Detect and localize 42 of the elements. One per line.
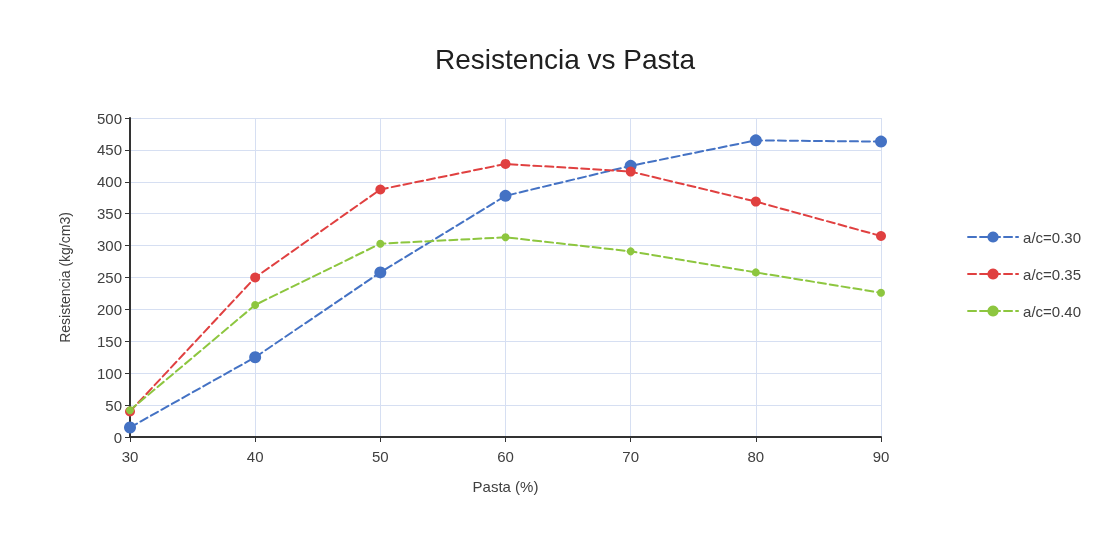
y-tick-label: 200 (96, 300, 122, 318)
y-tick-label: 0 (113, 428, 122, 446)
y-axis-title: Resistencia (kg/cm3) (57, 212, 73, 343)
x-tick-label: 60 (497, 448, 514, 465)
y-tick-label: 150 (96, 332, 122, 350)
point (500, 158, 511, 169)
x-axis-title: Pasta (%) (472, 478, 539, 495)
point (626, 247, 635, 256)
y-tick-label: 50 (105, 396, 122, 414)
x-tick-label: 30 (121, 448, 139, 465)
point (251, 300, 260, 309)
y-tick-label: 350 (96, 205, 122, 223)
y-tick-label: 300 (96, 237, 122, 255)
legend-label: a/c=0.40 (1023, 302, 1081, 320)
point (501, 233, 510, 242)
point (876, 231, 886, 242)
x-tick-label: 80 (747, 448, 765, 465)
point (499, 189, 512, 202)
x-tick-label: 70 (622, 448, 640, 465)
point (124, 421, 136, 434)
x-tick-label: 40 (246, 448, 264, 465)
legend-label: a/c=0.30 (1023, 228, 1081, 246)
point (625, 166, 636, 177)
y-tick-label: 400 (96, 173, 122, 191)
point (749, 134, 762, 147)
y-tick-label: 450 (96, 141, 122, 159)
y-tick-label: 250 (96, 269, 122, 286)
point (877, 288, 885, 297)
point (750, 196, 761, 207)
point (250, 272, 261, 283)
point (249, 351, 262, 364)
point (376, 239, 385, 248)
y-tick-label: 500 (96, 109, 122, 127)
y-tick-label: 100 (96, 364, 122, 382)
point (375, 184, 386, 195)
point (374, 266, 387, 279)
point (875, 135, 887, 148)
x-tick-label: 50 (371, 448, 389, 465)
legend-label: a/c=0.35 (1023, 265, 1081, 283)
point (751, 268, 760, 277)
x-tick-label: 90 (872, 448, 890, 465)
chart-title: Resistencia vs Pasta (435, 43, 696, 75)
